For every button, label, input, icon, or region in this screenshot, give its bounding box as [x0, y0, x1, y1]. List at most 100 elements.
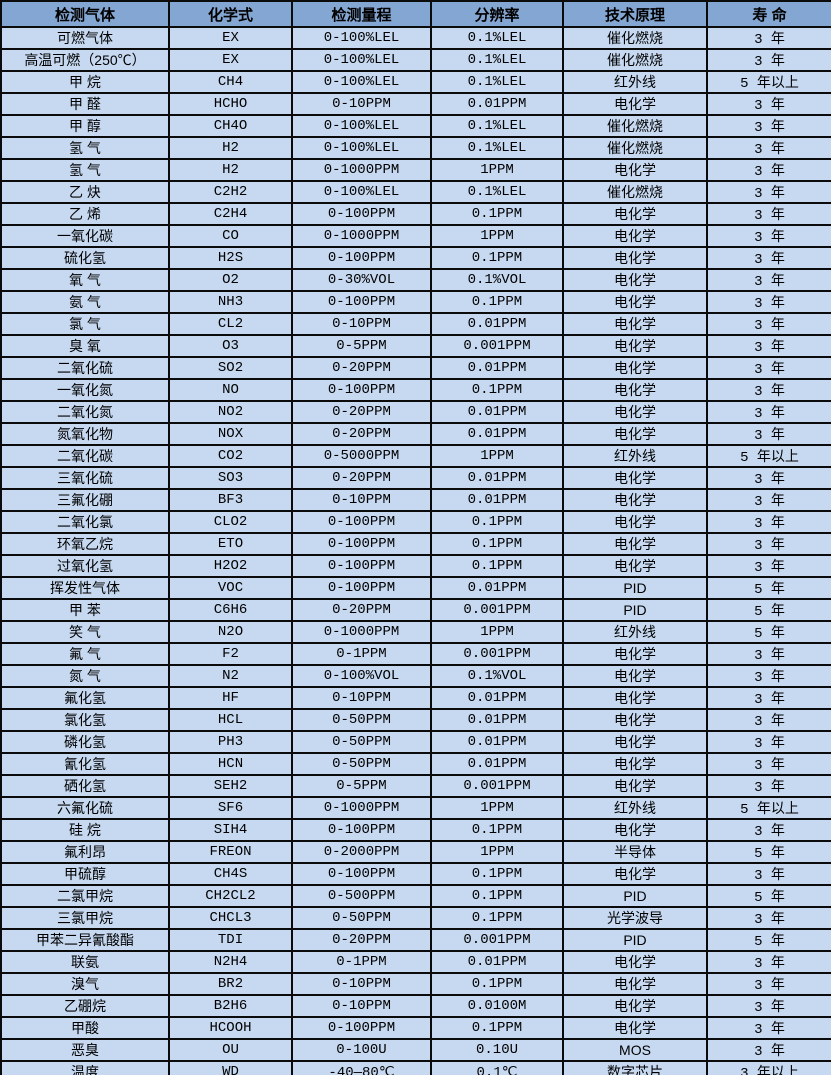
cell-life: 5 年以上 — [706, 796, 831, 820]
cell-resolution: 0.01PPM — [430, 950, 564, 974]
cell-life: 3 年 — [706, 686, 831, 710]
cell-range: 0-10PPM — [291, 92, 432, 116]
cell-gas: 甲 烷 — [0, 70, 170, 94]
cell-formula: CH4 — [168, 70, 293, 94]
table-row: 乙 烯 C2H4 0-100PPM 0.1PPM 电化学 3 年 — [0, 202, 831, 226]
cell-gas: 温度 — [0, 1060, 170, 1075]
cell-principle: 电化学 — [562, 686, 708, 710]
cell-resolution: 0.1PPM — [430, 818, 564, 842]
cell-formula: C2H4 — [168, 202, 293, 226]
cell-resolution: 0.1PPM — [430, 378, 564, 402]
table-row: 硒化氢 SEH2 0-5PPM 0.001PPM 电化学 3 年 — [0, 774, 831, 798]
column-header-principle: 技术原理 — [562, 0, 708, 28]
cell-formula: OU — [168, 1038, 293, 1062]
cell-formula: C6H6 — [168, 598, 293, 622]
table-row: 氧 气 O2 0-30%VOL 0.1%VOL 电化学 3 年 — [0, 268, 831, 292]
cell-life: 3 年 — [706, 994, 831, 1018]
cell-principle: 电化学 — [562, 774, 708, 798]
cell-resolution: 0.10U — [430, 1038, 564, 1062]
cell-formula: HCHO — [168, 92, 293, 116]
cell-principle: 催化燃烧 — [562, 136, 708, 160]
cell-principle: 红外线 — [562, 444, 708, 468]
cell-gas: 甲酸 — [0, 1016, 170, 1040]
cell-life: 5 年以上 — [706, 444, 831, 468]
cell-formula: EX — [168, 48, 293, 72]
cell-life: 3 年 — [706, 334, 831, 358]
cell-formula: HCOOH — [168, 1016, 293, 1040]
cell-gas: 氮氧化物 — [0, 422, 170, 446]
cell-range: 0-500PPM — [291, 884, 432, 908]
cell-life: 3 年 — [706, 466, 831, 490]
cell-principle: 电化学 — [562, 972, 708, 996]
cell-life: 5 年 — [706, 928, 831, 952]
cell-resolution: 0.1PPM — [430, 554, 564, 578]
table-row: 氯化氢 HCL 0-50PPM 0.01PPM 电化学 3 年 — [0, 708, 831, 732]
cell-range: 0-100PPM — [291, 290, 432, 314]
cell-principle: 电化学 — [562, 1016, 708, 1040]
cell-range: 0-20PPM — [291, 466, 432, 490]
cell-range: 0-10PPM — [291, 972, 432, 996]
cell-range: 0-1PPM — [291, 950, 432, 974]
cell-gas: 三氟化硼 — [0, 488, 170, 512]
cell-life: 3 年 — [706, 158, 831, 182]
cell-formula: O3 — [168, 334, 293, 358]
cell-life: 5 年 — [706, 598, 831, 622]
cell-principle: 电化学 — [562, 708, 708, 732]
cell-principle: 电化学 — [562, 554, 708, 578]
cell-gas: 乙 烯 — [0, 202, 170, 226]
cell-formula: CO — [168, 224, 293, 248]
cell-life: 3 年 — [706, 774, 831, 798]
table-row: 氨 气 NH3 0-100PPM 0.1PPM 电化学 3 年 — [0, 290, 831, 314]
cell-formula: B2H6 — [168, 994, 293, 1018]
cell-formula: CHCL3 — [168, 906, 293, 930]
cell-life: 5 年 — [706, 576, 831, 600]
cell-resolution: 0.01PPM — [430, 686, 564, 710]
cell-range: 0-50PPM — [291, 752, 432, 776]
cell-range: 0-20PPM — [291, 400, 432, 424]
cell-life: 5 年 — [706, 884, 831, 908]
cell-range: 0-10PPM — [291, 488, 432, 512]
cell-formula: SF6 — [168, 796, 293, 820]
table-row: 二氧化硫 SO2 0-20PPM 0.01PPM 电化学 3 年 — [0, 356, 831, 380]
cell-formula: CLO2 — [168, 510, 293, 534]
cell-resolution: 0.001PPM — [430, 334, 564, 358]
cell-range: 0-100U — [291, 1038, 432, 1062]
cell-formula: VOC — [168, 576, 293, 600]
cell-life: 3 年 — [706, 950, 831, 974]
cell-formula: SO3 — [168, 466, 293, 490]
cell-resolution: 0.1%LEL — [430, 70, 564, 94]
cell-life: 3 年 — [706, 752, 831, 776]
cell-principle: 电化学 — [562, 312, 708, 336]
cell-range: 0-10PPM — [291, 312, 432, 336]
cell-resolution: 0.01PPM — [430, 488, 564, 512]
table-row: 一氧化氮 NO 0-100PPM 0.1PPM 电化学 3 年 — [0, 378, 831, 402]
cell-resolution: 1PPM — [430, 158, 564, 182]
cell-range: 0-100%VOL — [291, 664, 432, 688]
table-row: 甲酸 HCOOH 0-100PPM 0.1PPM 电化学 3 年 — [0, 1016, 831, 1040]
cell-resolution: 0.1PPM — [430, 884, 564, 908]
cell-range: 0-1000PPM — [291, 620, 432, 644]
cell-gas: 氨 气 — [0, 290, 170, 314]
cell-resolution: 0.1PPM — [430, 1016, 564, 1040]
cell-range: -40—80℃ — [291, 1060, 432, 1075]
cell-principle: 电化学 — [562, 422, 708, 446]
cell-gas: 过氧化氢 — [0, 554, 170, 578]
column-header-range: 检测量程 — [291, 0, 432, 28]
cell-gas: 二氧化硫 — [0, 356, 170, 380]
table-row: 甲 醇 CH4O 0-100%LEL 0.1%LEL 催化燃烧 3 年 — [0, 114, 831, 138]
cell-resolution: 0.1PPM — [430, 972, 564, 996]
cell-principle: 电化学 — [562, 642, 708, 666]
table-row: 甲 苯 C6H6 0-20PPM 0.001PPM PID 5 年 — [0, 598, 831, 622]
cell-resolution: 0.1%LEL — [430, 114, 564, 138]
cell-principle: 电化学 — [562, 202, 708, 226]
cell-range: 0-10PPM — [291, 686, 432, 710]
cell-resolution: 0.001PPM — [430, 928, 564, 952]
cell-resolution: 0.1PPM — [430, 906, 564, 930]
cell-formula: SIH4 — [168, 818, 293, 842]
cell-gas: 氮 气 — [0, 664, 170, 688]
table-row: 恶臭 OU 0-100U 0.10U MOS 3 年 — [0, 1038, 831, 1062]
cell-resolution: 0.1PPM — [430, 202, 564, 226]
cell-principle: 电化学 — [562, 378, 708, 402]
table-row: 氟 气 F2 0-1PPM 0.001PPM 电化学 3 年 — [0, 642, 831, 666]
cell-resolution: 0.1%LEL — [430, 136, 564, 160]
